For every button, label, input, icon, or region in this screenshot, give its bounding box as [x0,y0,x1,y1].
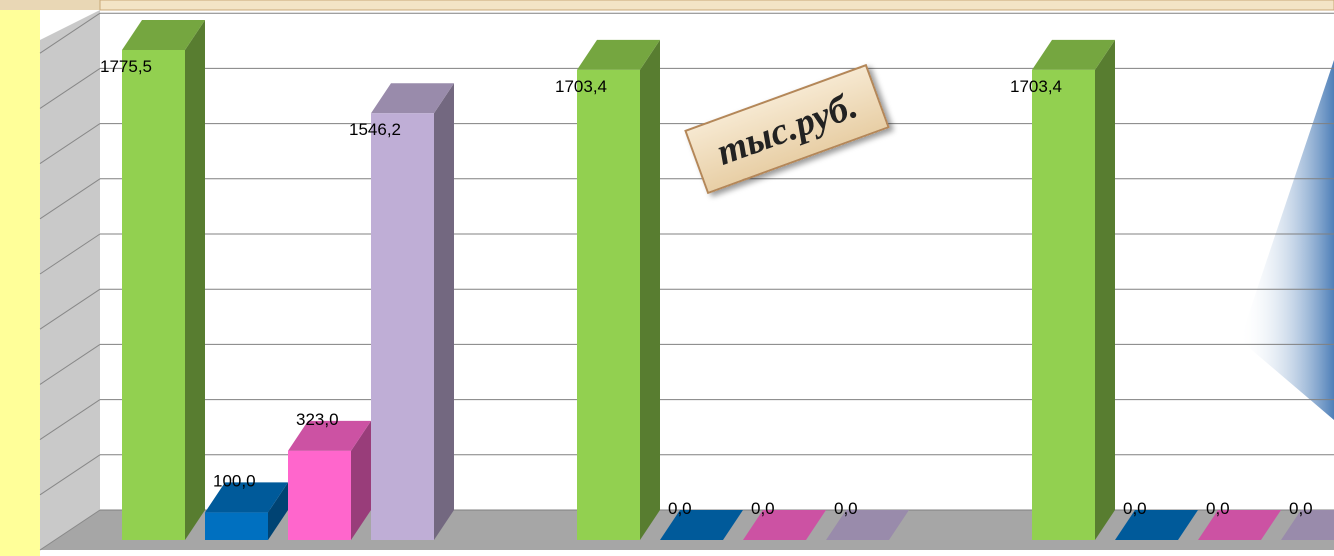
bar-side [351,420,371,540]
value-label: 0,0 [1289,499,1313,518]
bar-top [577,39,660,70]
background-photo [1240,60,1334,420]
bar-top [1281,510,1334,540]
side-grid-line [39,67,101,109]
left-panel [0,0,40,556]
top-frame [99,0,1334,11]
bar [1198,510,1281,540]
bar-top [288,420,371,451]
value-label: 0,0 [751,499,775,518]
bar [122,19,205,541]
value-label: 0,0 [834,499,858,518]
side-grid-line [39,288,101,330]
bar [288,420,371,540]
side-wall [40,10,100,550]
value-label: 100,0 [213,471,256,490]
bar-front [122,49,185,540]
side-grid-line [39,343,101,385]
side-grid-line [39,509,101,551]
bar [1032,39,1115,540]
bar-side [1095,39,1115,540]
bar-side [185,19,205,541]
value-label: 0,0 [1206,499,1230,518]
bar-top [1115,510,1198,540]
value-label: 0,0 [668,499,692,518]
bar [1281,510,1334,540]
bar-top [371,83,454,114]
bar-front [371,113,434,540]
side-grid-line [39,233,101,275]
bar-side [434,83,454,540]
bar-top [1032,39,1115,70]
bar-front [288,450,351,540]
value-label: 1703,4 [555,77,607,96]
value-label: 1775,5 [100,57,152,76]
bar-top [205,482,288,513]
bar-top [1198,510,1281,540]
bar-top [660,510,743,540]
value-label: 0,0 [1123,499,1147,518]
bar [577,39,660,540]
bar-side [640,39,660,540]
value-label: 323,0 [296,410,339,429]
bar [743,510,826,540]
bar-top [826,510,909,540]
side-grid-line [39,399,101,441]
side-grid-line [39,454,101,496]
bar-side [268,482,288,540]
bar-top [122,19,205,50]
bar-front [205,512,268,540]
bar-front [577,69,640,540]
value-label: 1546,2 [349,120,401,139]
bar [371,83,454,540]
bar [1115,510,1198,540]
bar [660,510,743,540]
side-grid-line [39,178,101,220]
bar-front [1032,69,1095,540]
bar [826,510,909,540]
bar-top [743,510,826,540]
value-label: 1703,4 [1010,77,1062,96]
side-grid-line [39,12,101,54]
bar [205,482,288,540]
side-grid-line [39,123,101,165]
